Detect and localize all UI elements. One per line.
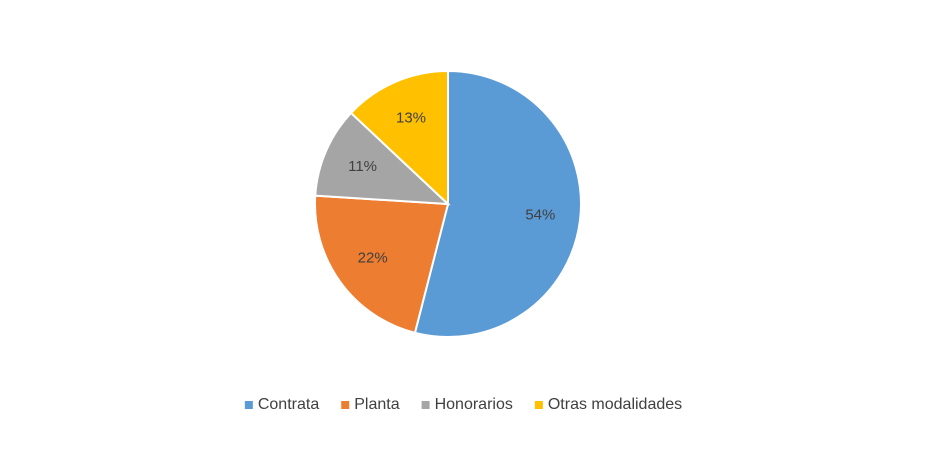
data-label: 13% bbox=[396, 110, 426, 127]
legend-label: Planta bbox=[354, 396, 399, 413]
legend-marker bbox=[244, 401, 253, 409]
pie-slice bbox=[314, 194, 450, 335]
legend-marker bbox=[421, 401, 430, 409]
legend-label: Contrata bbox=[258, 396, 319, 413]
legend-marker bbox=[534, 401, 543, 409]
legend-label: Otras modalidades bbox=[548, 396, 682, 413]
pie-slice bbox=[314, 111, 451, 206]
data-label: 54% bbox=[525, 207, 555, 224]
pie-slice bbox=[349, 69, 449, 207]
legend-marker bbox=[341, 401, 350, 409]
data-label: 11% bbox=[348, 158, 377, 175]
legend-label: Honorarios bbox=[435, 396, 513, 413]
data-label: 22% bbox=[358, 250, 388, 267]
legend: Contrata Planta Honorarios Otras modalidade… bbox=[244, 396, 682, 413]
pie-slice bbox=[413, 69, 582, 338]
